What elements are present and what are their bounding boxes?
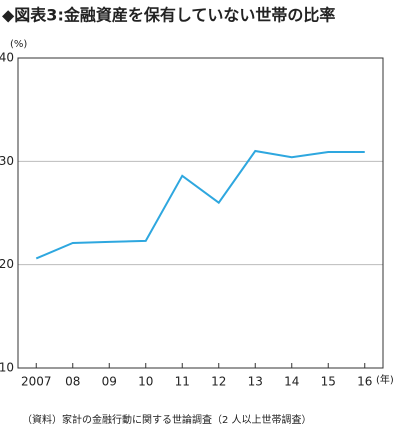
y-tick-label: 40: [0, 51, 14, 65]
x-tick-label: 10: [138, 375, 153, 389]
y-tick-label: 30: [0, 154, 14, 168]
data-line: [35, 149, 365, 260]
source-note: （資料）家計の金融行動に関する世論調査（2 人以上世帯調査）: [22, 413, 312, 426]
x-tick-label: 11: [175, 375, 190, 389]
y-unit: (%): [10, 39, 27, 50]
x-tick-label: 09: [102, 375, 117, 389]
x-tick-label: 14: [284, 375, 299, 389]
x-tick-label: 12: [211, 375, 226, 389]
x-tick-label: 2007: [21, 375, 52, 389]
y-tick-label: 20: [0, 257, 14, 271]
chart-title: ◆図表3:金融資産を保有していない世帯の比率: [2, 6, 335, 25]
x-tick-label: 13: [248, 375, 263, 389]
x-tick-label: 08: [65, 375, 80, 389]
x-tick-label: 15: [321, 375, 336, 389]
x-unit: (年): [376, 373, 394, 386]
x-tick-label: 16: [357, 375, 372, 389]
y-tick-label: 10: [0, 361, 14, 375]
plot-frame: [17, 57, 384, 369]
